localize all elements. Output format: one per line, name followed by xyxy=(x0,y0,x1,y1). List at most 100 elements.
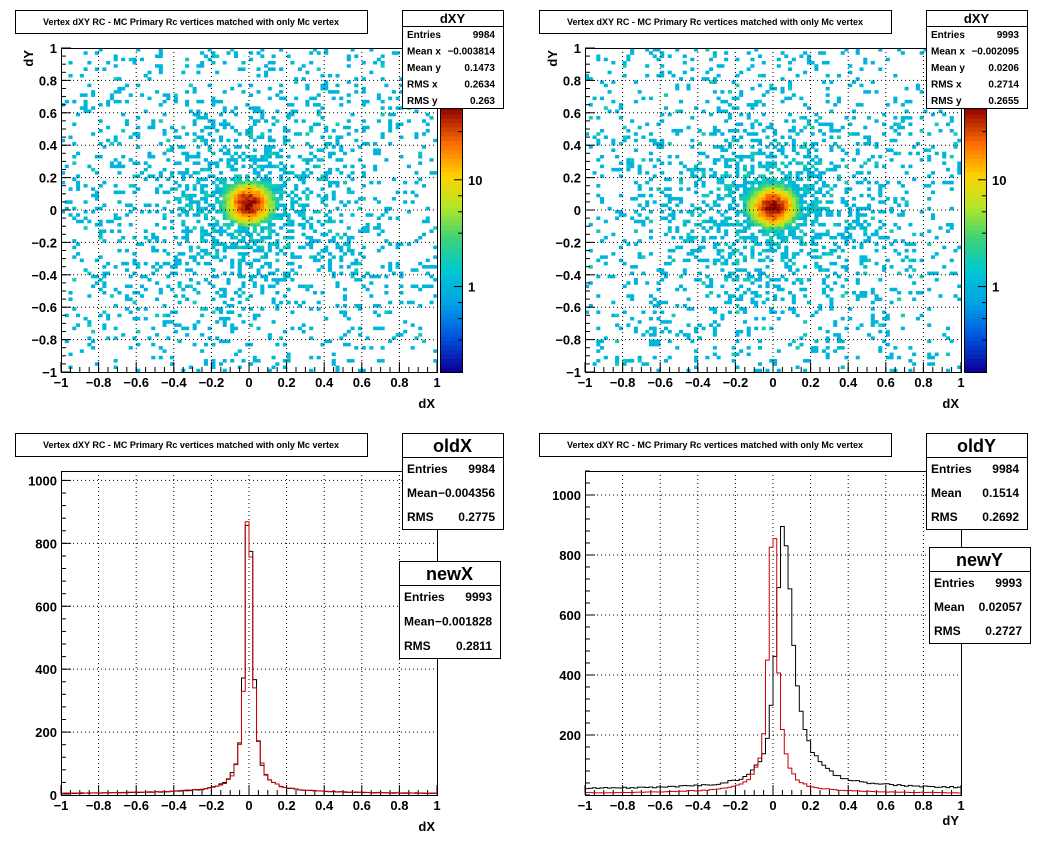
heatmap-cell xyxy=(885,180,890,185)
heatmap-cell xyxy=(399,154,404,159)
heatmap-cell xyxy=(230,190,235,195)
heatmap-cell xyxy=(218,200,223,204)
heatmap-cell xyxy=(735,268,740,272)
heatmap-cell xyxy=(765,265,770,269)
heatmap-cell xyxy=(260,167,265,172)
heatmap-cell xyxy=(851,245,857,250)
stats-box-3-1 xyxy=(929,547,1031,644)
heatmap-cell xyxy=(271,229,276,233)
heatmap-cell xyxy=(679,129,684,133)
heatmap-cell xyxy=(147,210,152,214)
heatmap-cell xyxy=(712,129,717,133)
heatmap-cell xyxy=(694,365,699,370)
heatmap-cell xyxy=(784,245,789,250)
heatmap-cell xyxy=(331,190,336,195)
heatmap-cell xyxy=(211,203,216,208)
heatmap-cell xyxy=(829,297,834,302)
heatmap-cell xyxy=(158,346,163,350)
heatmap-cell xyxy=(637,164,642,169)
stats-label-2-0: Entries xyxy=(407,462,448,476)
heatmap-cell xyxy=(600,80,605,84)
heatmap-cell xyxy=(241,190,246,195)
heatmap-cell xyxy=(196,116,201,120)
heatmap-cell xyxy=(596,138,601,143)
heatmap-cell xyxy=(79,258,84,263)
heatmap-cell xyxy=(185,333,190,337)
heatmap-cell xyxy=(301,300,306,305)
heatmap-cell xyxy=(648,210,653,214)
x-tick-label-0: −0.2 xyxy=(199,375,225,390)
heatmap-cell xyxy=(863,226,868,230)
heatmap-cell xyxy=(98,232,103,237)
heatmap-cell xyxy=(395,261,400,266)
heatmap-cell xyxy=(264,64,269,68)
colorbar-step xyxy=(964,269,986,275)
heatmap-cell xyxy=(709,226,714,230)
heatmap-cell xyxy=(312,96,317,101)
heatmap-cell xyxy=(893,96,898,101)
heatmap-cell xyxy=(222,248,227,253)
heatmap-cell xyxy=(226,232,231,237)
heatmap-cell xyxy=(196,206,201,211)
heatmap-cell xyxy=(769,310,774,314)
heatmap-cell xyxy=(166,93,171,97)
heatmap-cell xyxy=(667,213,672,217)
heatmap-cell xyxy=(724,138,729,143)
heatmap-cell xyxy=(938,129,943,133)
heatmap-cell xyxy=(773,180,778,185)
heatmap-cell xyxy=(218,310,223,314)
heatmap-cell xyxy=(637,255,642,259)
heatmap-cell xyxy=(592,171,597,175)
x-tick-label-2: 1 xyxy=(433,798,440,813)
heatmap-cell xyxy=(309,368,314,373)
heatmap-cell xyxy=(166,336,171,340)
heatmap-cell xyxy=(245,145,250,149)
heatmap-cell xyxy=(942,112,947,117)
heatmap-cell xyxy=(117,164,122,169)
heatmap-cell xyxy=(735,239,740,243)
heatmap-cell xyxy=(249,203,254,208)
heatmap-cell xyxy=(339,148,344,152)
heatmap-cell xyxy=(727,294,732,298)
heatmap-cell xyxy=(121,164,126,169)
heatmap-cell xyxy=(641,135,646,140)
heatmap-cell xyxy=(425,219,430,224)
heatmap-cell xyxy=(87,294,92,298)
heatmap-cell xyxy=(320,73,325,78)
heatmap-cell xyxy=(226,222,231,227)
heatmap-cell xyxy=(780,197,785,201)
heatmap-cell xyxy=(309,235,314,240)
heatmap-cell xyxy=(271,213,276,217)
y-tick-label-0: −0.6 xyxy=(31,300,57,315)
heatmap-cell xyxy=(94,197,99,201)
heatmap-cell xyxy=(663,177,669,182)
heatmap-cell xyxy=(603,336,608,340)
heatmap-cell xyxy=(754,187,759,191)
heatmap-cell xyxy=(754,303,759,308)
heatmap-cell xyxy=(230,125,235,130)
heatmap-cell xyxy=(818,158,823,162)
heatmap-cell xyxy=(233,203,239,208)
heatmap-cell xyxy=(735,161,740,165)
heatmap-cell xyxy=(739,145,744,149)
heatmap-cell xyxy=(769,359,774,363)
heatmap-cell xyxy=(279,48,284,52)
heatmap-cell xyxy=(803,70,808,75)
heatmap-cell xyxy=(908,132,913,136)
heatmap-cell xyxy=(102,203,107,208)
x-tick-label-0: 0.2 xyxy=(278,375,296,390)
heatmap-cell xyxy=(848,307,853,311)
heatmap-cell xyxy=(98,278,103,282)
heatmap-cell xyxy=(121,86,126,91)
heatmap-cell xyxy=(622,359,627,363)
heatmap-cell xyxy=(735,310,740,314)
heatmap-cell xyxy=(600,239,605,243)
heatmap-cell xyxy=(267,148,272,152)
heatmap-cell xyxy=(136,145,141,149)
heatmap-cell xyxy=(222,90,227,94)
heatmap-cell xyxy=(795,216,800,221)
heatmap-cell xyxy=(622,138,627,143)
colorbar-step xyxy=(964,318,986,324)
heatmap-cell xyxy=(237,184,242,188)
